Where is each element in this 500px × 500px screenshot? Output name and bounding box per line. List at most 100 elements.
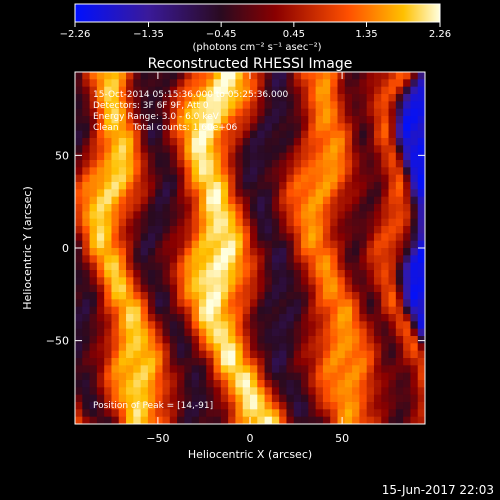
heatmap-cell bbox=[198, 79, 207, 88]
heatmap-cell bbox=[330, 226, 338, 234]
heatmap-cell bbox=[140, 292, 149, 300]
heatmap-cell bbox=[403, 328, 411, 337]
heatmap-cell bbox=[395, 211, 404, 220]
heatmap-cell bbox=[198, 130, 207, 139]
heatmap-cell bbox=[184, 123, 193, 132]
heatmap-cell bbox=[286, 211, 295, 220]
heatmap-cell bbox=[228, 160, 236, 168]
heatmap-cell bbox=[301, 226, 309, 234]
heatmap-cell bbox=[410, 284, 419, 293]
heatmap-cell bbox=[111, 284, 120, 293]
heatmap-cell bbox=[286, 365, 295, 374]
heatmap-cell bbox=[271, 72, 280, 80]
heatmap-cell bbox=[220, 160, 229, 168]
heatmap-cell bbox=[228, 387, 236, 396]
heatmap-cell bbox=[220, 116, 229, 124]
heatmap-cell bbox=[242, 262, 251, 271]
heatmap-cell bbox=[264, 255, 273, 264]
heatmap-cell bbox=[140, 94, 149, 102]
heatmap-cell bbox=[410, 108, 419, 117]
heatmap-cell bbox=[242, 314, 251, 322]
heatmap-cell bbox=[198, 94, 207, 102]
heatmap-cell bbox=[344, 240, 353, 249]
heatmap-cell bbox=[191, 211, 200, 220]
heatmap-cell bbox=[126, 277, 134, 286]
heatmap-cell bbox=[111, 350, 120, 359]
heatmap-cell bbox=[264, 101, 273, 110]
heatmap-cell bbox=[111, 218, 120, 227]
heatmap-cell bbox=[322, 314, 331, 322]
heatmap-cell bbox=[257, 270, 265, 278]
heatmap-cell bbox=[228, 167, 236, 176]
heatmap-cell bbox=[388, 174, 397, 183]
heatmap-cell bbox=[344, 402, 353, 410]
heatmap-cell bbox=[381, 409, 389, 418]
heatmap-cell bbox=[242, 138, 251, 146]
heatmap-cell bbox=[206, 262, 214, 271]
heatmap-cell bbox=[271, 292, 280, 300]
heatmap-cell bbox=[403, 160, 411, 168]
heatmap-cell bbox=[308, 130, 317, 139]
heatmap-cell bbox=[140, 365, 149, 374]
heatmap-cell bbox=[330, 284, 338, 293]
heatmap-cell bbox=[330, 277, 338, 286]
heatmap-cell bbox=[264, 130, 273, 139]
heatmap-cell bbox=[388, 372, 397, 381]
heatmap-cell bbox=[228, 409, 236, 418]
heatmap-cell bbox=[410, 86, 419, 95]
heatmap-cell bbox=[344, 79, 353, 88]
heatmap-cell bbox=[308, 123, 317, 132]
heatmap-cell bbox=[250, 189, 258, 198]
heatmap-cell bbox=[264, 328, 273, 337]
heatmap-cell bbox=[366, 167, 375, 176]
heatmap-cell bbox=[293, 116, 302, 124]
heatmap-cell bbox=[410, 292, 419, 300]
heatmap-cell bbox=[213, 306, 222, 315]
heatmap-cell bbox=[417, 160, 425, 168]
heatmap-cell bbox=[337, 248, 346, 256]
heatmap-cell bbox=[315, 94, 324, 102]
heatmap-cell bbox=[264, 372, 273, 381]
heatmap-cell bbox=[191, 79, 200, 88]
heatmap-cell bbox=[220, 394, 229, 403]
heatmap-cell bbox=[162, 321, 171, 330]
heatmap-cell bbox=[147, 350, 156, 359]
heatmap-cell bbox=[191, 372, 200, 381]
y-tick-label: 50 bbox=[55, 149, 69, 162]
heatmap-cell bbox=[330, 167, 338, 176]
heatmap-cell bbox=[169, 409, 178, 418]
heatmap-cell bbox=[140, 204, 149, 212]
heatmap-cell bbox=[220, 138, 229, 146]
heatmap-cell bbox=[242, 292, 251, 300]
heatmap-cell bbox=[82, 380, 90, 388]
heatmap-cell bbox=[395, 314, 404, 322]
heatmap-cell bbox=[177, 218, 185, 227]
heatmap-cell bbox=[213, 123, 222, 132]
heatmap-cell bbox=[104, 123, 112, 132]
heatmap-cell bbox=[395, 145, 404, 154]
heatmap-cell bbox=[162, 248, 171, 256]
heatmap-cell bbox=[322, 262, 331, 271]
heatmap-cell bbox=[140, 270, 149, 278]
heatmap-cell bbox=[279, 409, 287, 418]
heatmap-cell bbox=[235, 292, 244, 300]
heatmap-cell bbox=[75, 101, 83, 110]
heatmap-cell bbox=[279, 167, 287, 176]
heatmap-cell bbox=[242, 211, 251, 220]
heatmap-cell bbox=[337, 416, 346, 424]
heatmap-cell bbox=[104, 292, 112, 300]
heatmap-cell bbox=[155, 152, 163, 161]
heatmap-cell bbox=[228, 350, 236, 359]
heatmap-cell bbox=[198, 387, 207, 396]
heatmap-cell bbox=[111, 394, 120, 403]
heatmap-cell bbox=[104, 233, 112, 242]
heatmap-cell bbox=[75, 108, 83, 117]
heatmap-cell bbox=[118, 358, 127, 366]
heatmap-cell bbox=[344, 270, 353, 278]
heatmap-cell bbox=[344, 358, 353, 366]
heatmap-cell bbox=[162, 402, 171, 410]
heatmap-cell bbox=[286, 86, 295, 95]
heatmap-cell bbox=[96, 387, 105, 396]
heatmap-cell bbox=[75, 248, 83, 256]
heatmap-cell bbox=[279, 108, 287, 117]
